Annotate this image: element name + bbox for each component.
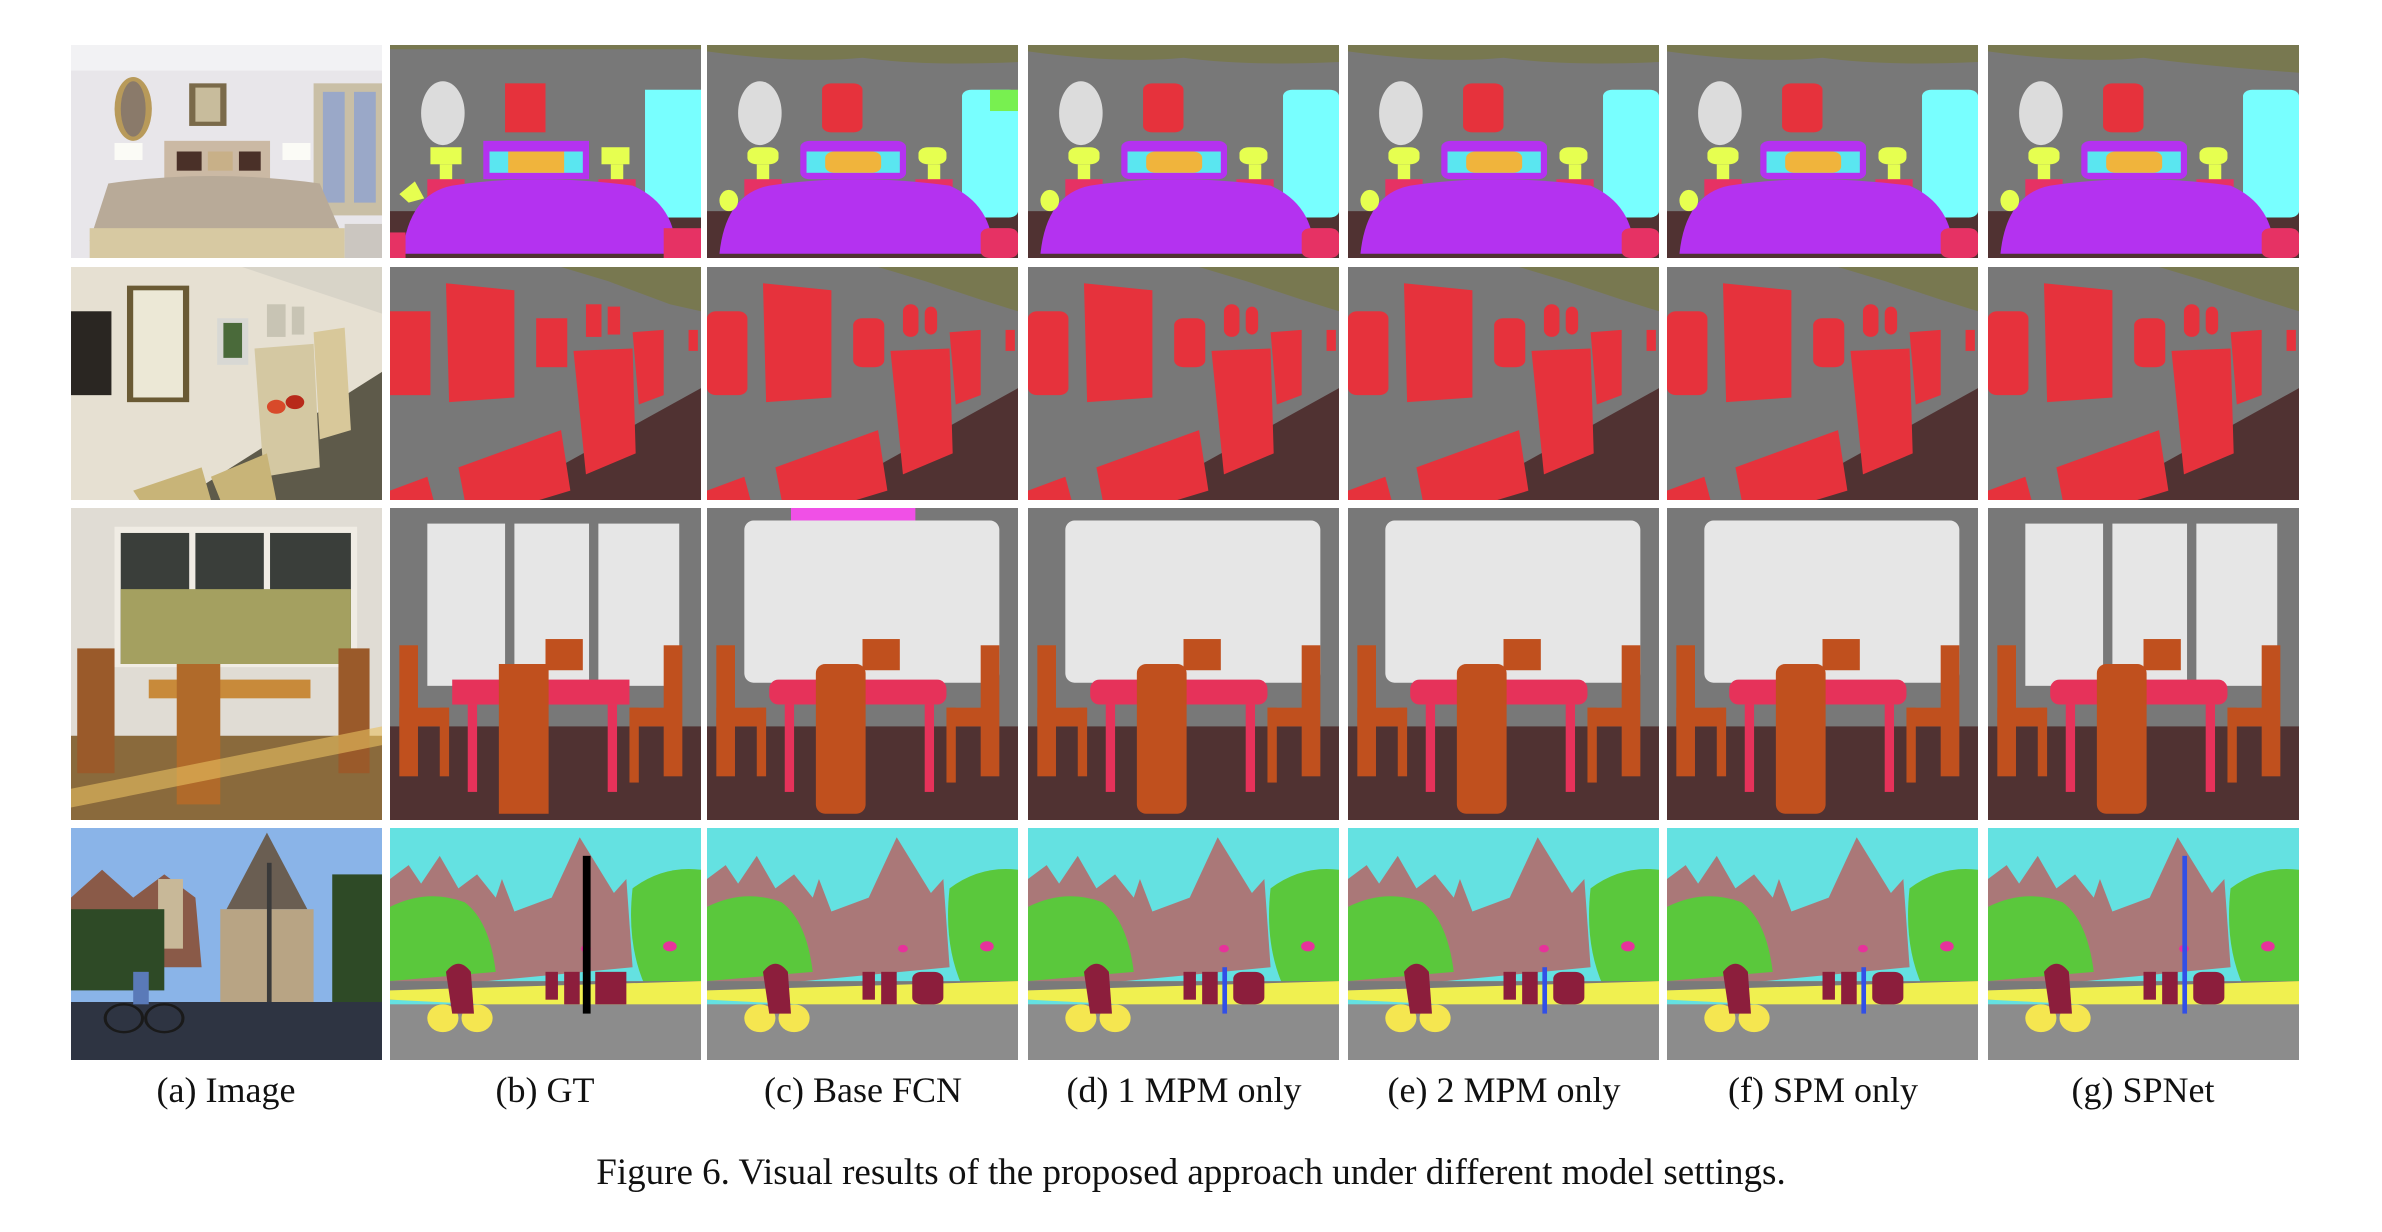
column-label-spm-only: (f) SPM only (1727, 1070, 1919, 1110)
segmentation-map-e-street-church (1348, 828, 1659, 1060)
column-label-image: (a) Image (156, 1070, 296, 1110)
figure-caption: Figure 6. Visual results of the proposed… (596, 1152, 1786, 1193)
segmentation-map-c-dining-room (707, 508, 1018, 820)
segmentation-map-d-gallery-hallway (1028, 267, 1339, 500)
segmentation-map-c-street-church (707, 828, 1018, 1060)
input-image-street-church (71, 828, 382, 1060)
segmentation-map-e-bedroom (1348, 45, 1659, 258)
segmentation-map-d-bedroom (1028, 45, 1339, 258)
segmentation-map-b-street-church (390, 828, 701, 1060)
column-label-spnet: (g) SPNet (2071, 1070, 2215, 1110)
segmentation-map-g-dining-room (1988, 508, 2299, 820)
segmentation-map-f-street-church (1667, 828, 1978, 1060)
segmentation-map-e-dining-room (1348, 508, 1659, 820)
segmentation-map-c-bedroom (707, 45, 1018, 258)
segmentation-map-b-dining-room (390, 508, 701, 820)
segmentation-map-b-gallery-hallway (390, 267, 701, 500)
input-image-dining-room (71, 508, 382, 820)
segmentation-map-b-bedroom (390, 45, 701, 258)
column-label-gt: (b) GT (495, 1070, 595, 1110)
segmentation-map-c-gallery-hallway (707, 267, 1018, 500)
segmentation-map-d-dining-room (1028, 508, 1339, 820)
segmentation-map-g-gallery-hallway (1988, 267, 2299, 500)
input-image-gallery-hallway (71, 267, 382, 500)
segmentation-map-f-dining-room (1667, 508, 1978, 820)
segmentation-map-g-bedroom (1988, 45, 2299, 258)
input-image-bedroom (71, 45, 382, 258)
segmentation-map-g-street-church (1988, 828, 2299, 1060)
segmentation-map-e-gallery-hallway (1348, 267, 1659, 500)
column-label-2-mpm-only: (e) 2 MPM only (1387, 1070, 1621, 1110)
segmentation-map-d-street-church (1028, 828, 1339, 1060)
segmentation-map-f-gallery-hallway (1667, 267, 1978, 500)
column-label-1-mpm-only: (d) 1 MPM only (1066, 1070, 1302, 1110)
column-label-base-fcn: (c) Base FCN (764, 1070, 962, 1110)
segmentation-map-f-bedroom (1667, 45, 1978, 258)
